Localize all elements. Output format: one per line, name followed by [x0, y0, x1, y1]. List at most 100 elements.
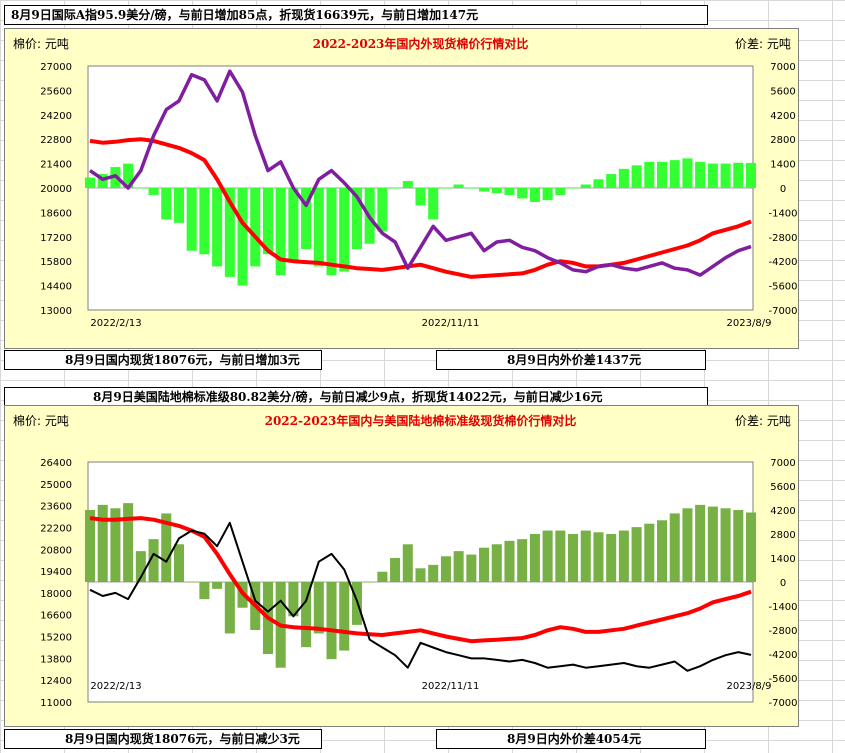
chart2-spread-bar [745, 512, 757, 582]
chart1-spread-bar [237, 188, 248, 286]
chart1-spread-bar [250, 188, 261, 267]
chart2-caption-left: 8月9日国内现货18076元，与前日减少3元 [4, 729, 322, 749]
chart1-ytick-label: 27000 [40, 62, 72, 73]
chart2-spread-bar [123, 503, 134, 582]
chart2-spread-bar [669, 513, 680, 582]
chart1-foreign-line [89, 69, 752, 277]
chart2-spread-bar [97, 504, 108, 582]
chart2-y2tick-label: 0 [780, 578, 786, 589]
chart2-spread-bar [707, 506, 718, 582]
chart1-caption-right: 8月9日内外价差1437元 [436, 350, 706, 370]
chart2-spread-bar [555, 530, 566, 582]
chart2-y2tick-label: -7000 [768, 698, 797, 709]
chart2-spread-bar [695, 504, 706, 582]
chart1-spread-bar [606, 174, 617, 188]
chart1-spread-bar [707, 163, 718, 188]
chart2-ytick-label: 25000 [40, 480, 72, 491]
chart1-spread-bar [593, 179, 604, 188]
chart2-caption-top: 8月9日美国陆地棉标准级80.82美分/磅，与前日减少9点，折现货14022元，… [4, 387, 708, 407]
chart1-spread-bar [733, 162, 744, 188]
chart2-spread-bar [644, 523, 655, 582]
chart2-y2tick-label: -5600 [768, 674, 797, 685]
chart1-spread-bar [745, 162, 757, 188]
chart1-spread-bar [440, 188, 451, 189]
chart2-spread-bar [580, 530, 591, 582]
chart2-title: 2022-2023年国内与美国陆地棉标准级现货棉价行情对比 [265, 413, 577, 428]
chart1-xtick-label: 2022/2/13 [90, 318, 141, 329]
chart2-spread-bar [593, 532, 604, 582]
chart1-spread-bar [568, 188, 579, 189]
chart1-spread-bar [262, 188, 273, 255]
chart2-svg: 2022-2023年国内与美国陆地棉标准级现货棉价行情对比 棉价: 元吨 价差: 元… [13, 413, 798, 709]
chart1-spread-bar [517, 188, 528, 199]
chart2-y2tick-label: 4200 [770, 506, 795, 517]
chart1-spread-bar [618, 168, 629, 188]
chart1-spread-bar [682, 158, 693, 188]
chart1-ytick-label: 17200 [40, 233, 72, 244]
chart2-spread-bar [517, 539, 528, 582]
chart1-spread-bar [84, 177, 96, 188]
chart1-ytick-label: 24200 [40, 111, 72, 122]
chart1-spread-bar [580, 184, 591, 188]
chart1-spread-bar [224, 188, 235, 277]
chart2-spread-bar [720, 508, 731, 582]
chart2-spread-bar [440, 556, 451, 582]
chart2-spread-bar [377, 571, 388, 582]
chart2-spread-bar [453, 551, 464, 582]
chart2-ytick-label: 19400 [40, 567, 72, 578]
chart1-spread-bar [657, 161, 668, 188]
chart2-spread-bar [504, 540, 515, 582]
chart2-spread-bar [224, 582, 235, 634]
chart1-spread-bar [542, 188, 553, 201]
chart2-ytick-label: 20800 [40, 545, 72, 556]
chart2-spread-bar [173, 544, 184, 582]
chart1-y2tick-label: 2800 [770, 135, 795, 146]
chart1-y2tick-label: 0 [780, 184, 786, 195]
chart1-spread-bar [173, 188, 184, 223]
chart1-ytick-label: 22800 [40, 135, 72, 146]
chart1-spread-bar [415, 188, 426, 206]
chart2-ytick-label: 18000 [40, 589, 72, 600]
chart2-y2tick-label: 5600 [770, 482, 795, 493]
chart2-spread-bar [529, 534, 540, 582]
chart2-ytick-label: 22200 [40, 523, 72, 534]
chart2-spread-bar [339, 582, 350, 651]
chart2-spread-bar [618, 530, 629, 582]
chart1-spread-bar [123, 163, 134, 188]
chart2-spread-bar [84, 510, 96, 582]
chart2-spread-bar [288, 582, 299, 617]
chart2-spread-bar [364, 582, 375, 583]
chart1-caption-left: 8月9日国内现货18076元，与前日增加3元 [4, 350, 322, 370]
chart2-y2tick-label: -2800 [768, 626, 797, 637]
chart1-spread-bar [275, 188, 286, 276]
chart2-y2tick-label: -4200 [768, 650, 797, 661]
chart2-spread-bar [733, 510, 744, 582]
chart2-spread-bar [110, 508, 121, 582]
chart1-spread-bar [453, 184, 464, 188]
chart2-spread-bar [479, 547, 490, 582]
chart1-spread-bar [720, 163, 731, 188]
chart2-spread-bar [428, 564, 439, 582]
chart1-ytick-label: 14400 [40, 282, 72, 293]
chart1-y2tick-label: 5600 [770, 86, 795, 97]
chart2-spread-bar [568, 534, 579, 582]
chart1-ytick-label: 25600 [40, 86, 72, 97]
chart2-spread-bar [415, 568, 426, 582]
chart1-spread-bar [491, 188, 502, 194]
chart1-ytick-label: 18600 [40, 208, 72, 219]
chart1-spread-bar [504, 188, 515, 195]
chart1-xtick-label: 2022/11/11 [422, 318, 480, 329]
chart1-spread-bar [669, 160, 680, 188]
chart1-y2tick-label: -4200 [768, 257, 797, 268]
chart1-y2tick-label: -2800 [768, 233, 797, 244]
chart2-spread-bar [390, 558, 401, 582]
chart2-spread-bar [326, 582, 337, 660]
chart2-y2label: 价差: 元吨 [735, 414, 791, 428]
chart2-ytick-label: 13800 [40, 654, 72, 665]
chart1-y2tick-label: 1400 [770, 160, 795, 171]
chart1-spread-bar [161, 188, 172, 220]
chart1-svg: 2022-2023年国内外现货棉价行情对比 棉价: 元吨 价差: 元吨 13000 14… [13, 36, 798, 329]
chart1-spread-bar [479, 188, 490, 192]
chart1-spread-bar [339, 188, 350, 272]
chart1-spread-bar [301, 188, 312, 249]
